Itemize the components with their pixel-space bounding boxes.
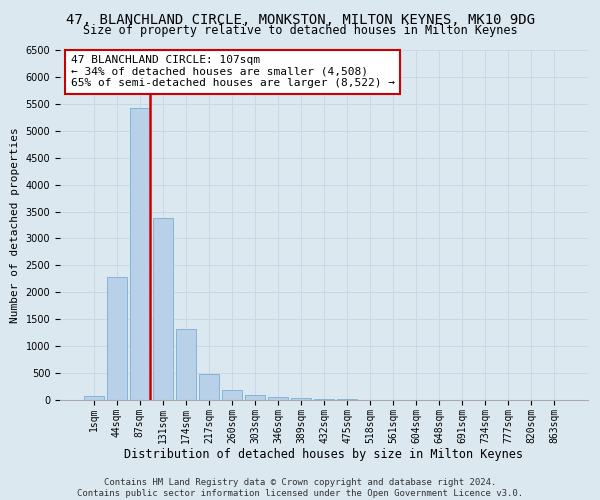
Bar — [291, 398, 311, 400]
Bar — [199, 374, 218, 400]
Bar — [176, 330, 196, 400]
Bar — [245, 395, 265, 400]
Y-axis label: Number of detached properties: Number of detached properties — [10, 127, 20, 323]
X-axis label: Distribution of detached houses by size in Milton Keynes: Distribution of detached houses by size … — [125, 448, 523, 462]
Text: 47, BLANCHLAND CIRCLE, MONKSTON, MILTON KEYNES, MK10 9DG: 47, BLANCHLAND CIRCLE, MONKSTON, MILTON … — [65, 12, 535, 26]
Bar — [314, 399, 334, 400]
Text: 47 BLANCHLAND CIRCLE: 107sqm
← 34% of detached houses are smaller (4,508)
65% of: 47 BLANCHLAND CIRCLE: 107sqm ← 34% of de… — [71, 55, 395, 88]
Bar — [153, 218, 173, 400]
Text: Size of property relative to detached houses in Milton Keynes: Size of property relative to detached ho… — [83, 24, 517, 37]
Text: Contains HM Land Registry data © Crown copyright and database right 2024.
Contai: Contains HM Land Registry data © Crown c… — [77, 478, 523, 498]
Bar — [268, 397, 288, 400]
Bar — [222, 390, 242, 400]
Bar — [84, 396, 104, 400]
Bar — [130, 108, 149, 400]
Bar — [107, 277, 127, 400]
